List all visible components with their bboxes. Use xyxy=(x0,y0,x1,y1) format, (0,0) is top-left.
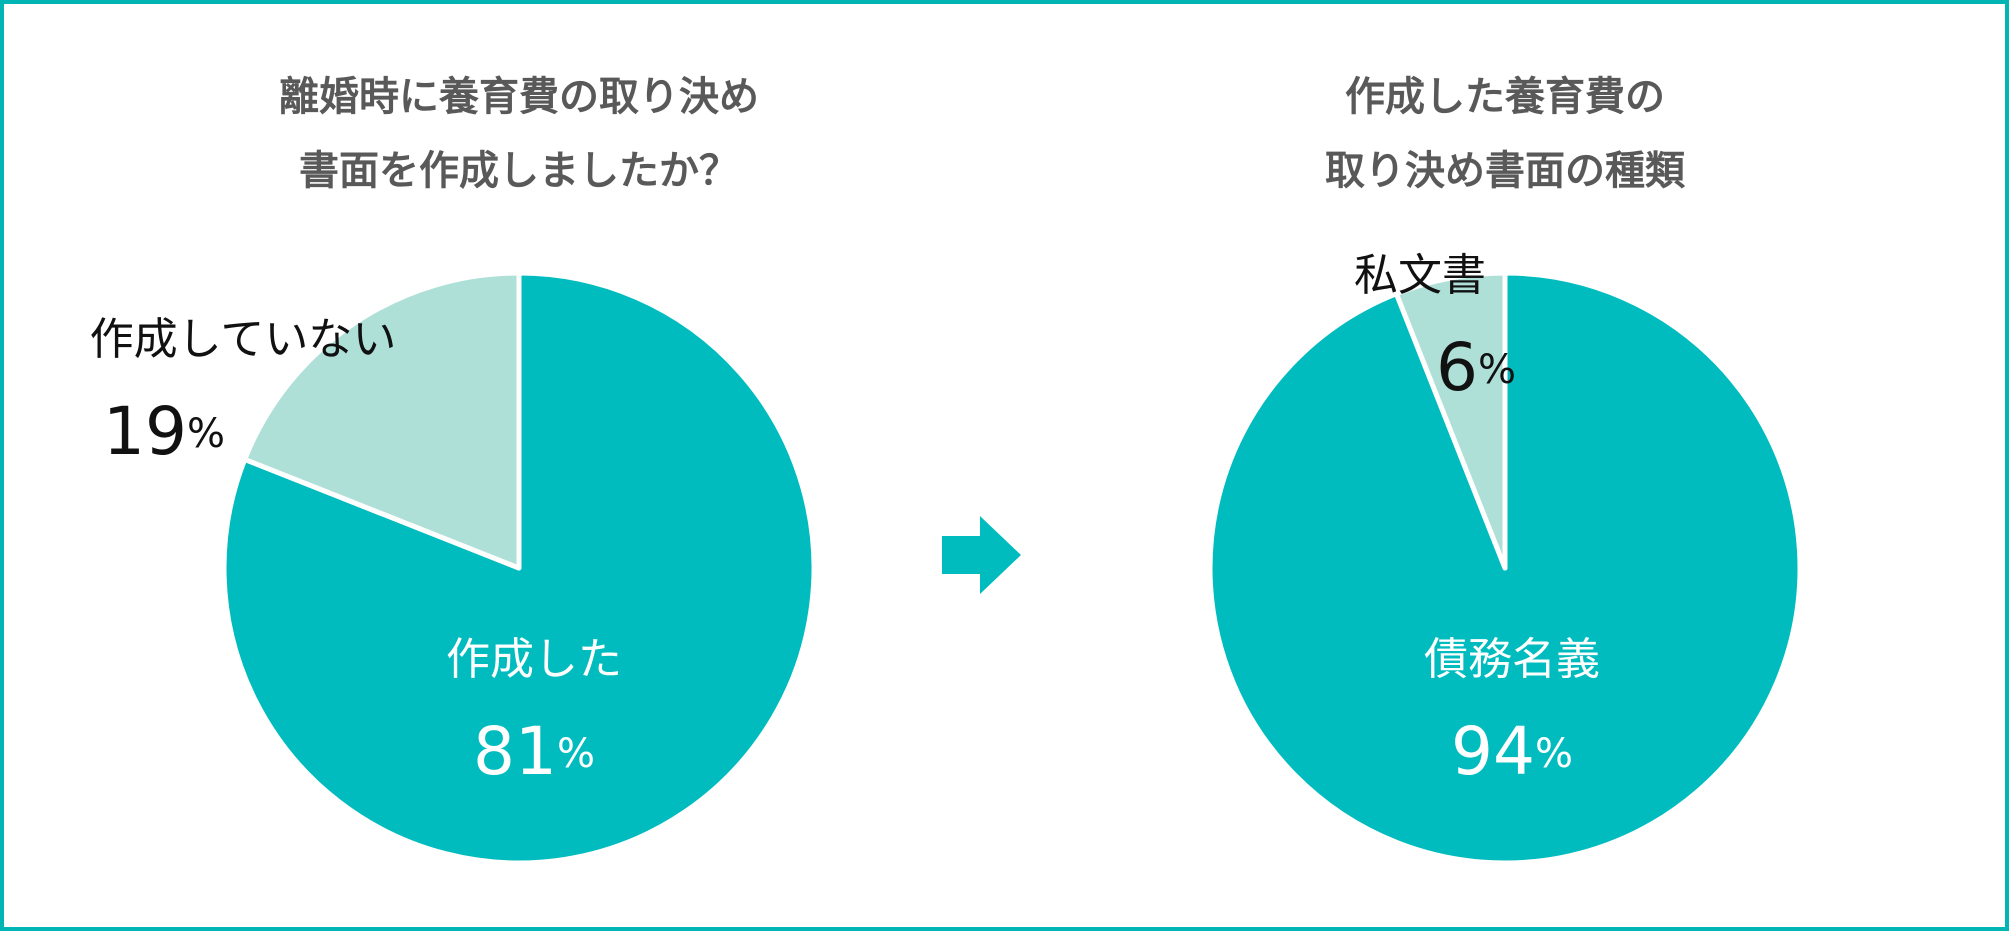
value-label: 6% xyxy=(1436,329,1516,406)
pie-slice xyxy=(1393,270,1508,571)
arrow xyxy=(942,516,1021,594)
slice-label: 債務名義 xyxy=(1424,634,1600,685)
chart-title: 書面を作成しましたか？ xyxy=(299,148,739,194)
chart-title: 離婚時に養育費の取り決め xyxy=(279,74,759,120)
chart-title: 作成した養育費の xyxy=(1345,74,1665,120)
value-label: 19% xyxy=(103,393,225,470)
slice-label: 作成していない xyxy=(90,314,397,365)
value-label: 94% xyxy=(1451,713,1573,790)
slice-label: 私文書 xyxy=(1354,250,1486,301)
value-label: 81% xyxy=(473,713,595,790)
pie-slice xyxy=(242,270,522,571)
slice-label: 作成した xyxy=(446,634,622,685)
chart-title: 取り決め書面の種類 xyxy=(1325,148,1686,194)
